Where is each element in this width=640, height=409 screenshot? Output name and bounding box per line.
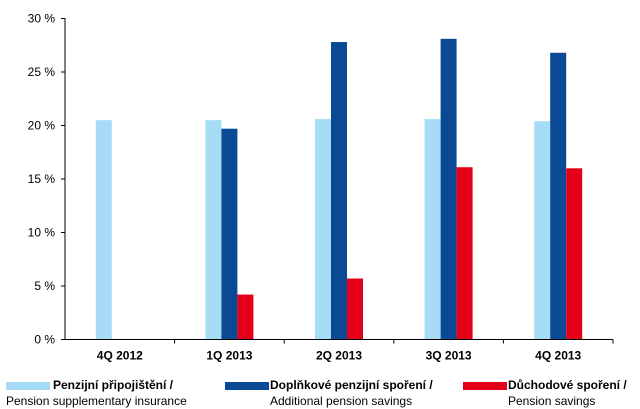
chart: 0 % 5 % 10 % 15 % 20 % 25 % 30 % 4Q 2012 1Q 201… — [28, 12, 614, 363]
bar — [424, 119, 441, 340]
bar — [221, 128, 238, 340]
y-axis-ticks: 0 % 5 % 10 % 15 % 20 % 25 % 30 % — [28, 12, 65, 347]
legend: Penzijní připojištění / Pension suppleme… — [0, 378, 640, 409]
bars — [95, 38, 583, 340]
bar — [534, 121, 551, 340]
legend-label: Důchodové spoření / — [508, 378, 627, 392]
legend-label: Penzijní připojištění / — [53, 378, 174, 392]
x-tick-label: 4Q 2013 — [535, 349, 581, 363]
y-tick-label: 20 % — [28, 119, 56, 133]
legend-swatch — [463, 382, 507, 390]
x-axis-ticks: 4Q 2012 1Q 2013 2Q 2013 3Q 2013 4Q 2013 — [97, 339, 614, 363]
legend-sublabel: Pension supplementary insurance — [6, 394, 187, 408]
legend-sublabel: Pension savings — [508, 394, 596, 408]
y-tick-label: 10 % — [28, 226, 56, 240]
bar — [95, 120, 112, 340]
y-tick-label: 25 % — [28, 65, 56, 79]
x-tick-label: 2Q 2013 — [316, 349, 362, 363]
bar — [237, 294, 254, 340]
x-tick-label: 1Q 2013 — [206, 349, 252, 363]
legend-swatch — [6, 382, 50, 390]
bar — [315, 119, 331, 340]
y-tick-label: 30 % — [28, 12, 56, 26]
bar — [550, 52, 567, 340]
y-tick-label: 15 % — [28, 172, 56, 186]
bar — [205, 120, 222, 340]
legend-swatch — [225, 382, 269, 390]
y-tick-label: 5 % — [34, 279, 55, 293]
legend-label: Doplňkové penzijní spoření / — [270, 378, 433, 392]
bar — [331, 42, 347, 340]
bar — [347, 278, 363, 340]
bar — [566, 168, 583, 340]
x-tick-label: 3Q 2013 — [426, 349, 472, 363]
x-tick-label: 4Q 2012 — [97, 349, 143, 363]
bar — [440, 38, 457, 340]
y-tick-label: 0 % — [34, 333, 55, 347]
bar — [456, 167, 473, 340]
legend-sublabel: Additional pension savings — [270, 394, 413, 408]
